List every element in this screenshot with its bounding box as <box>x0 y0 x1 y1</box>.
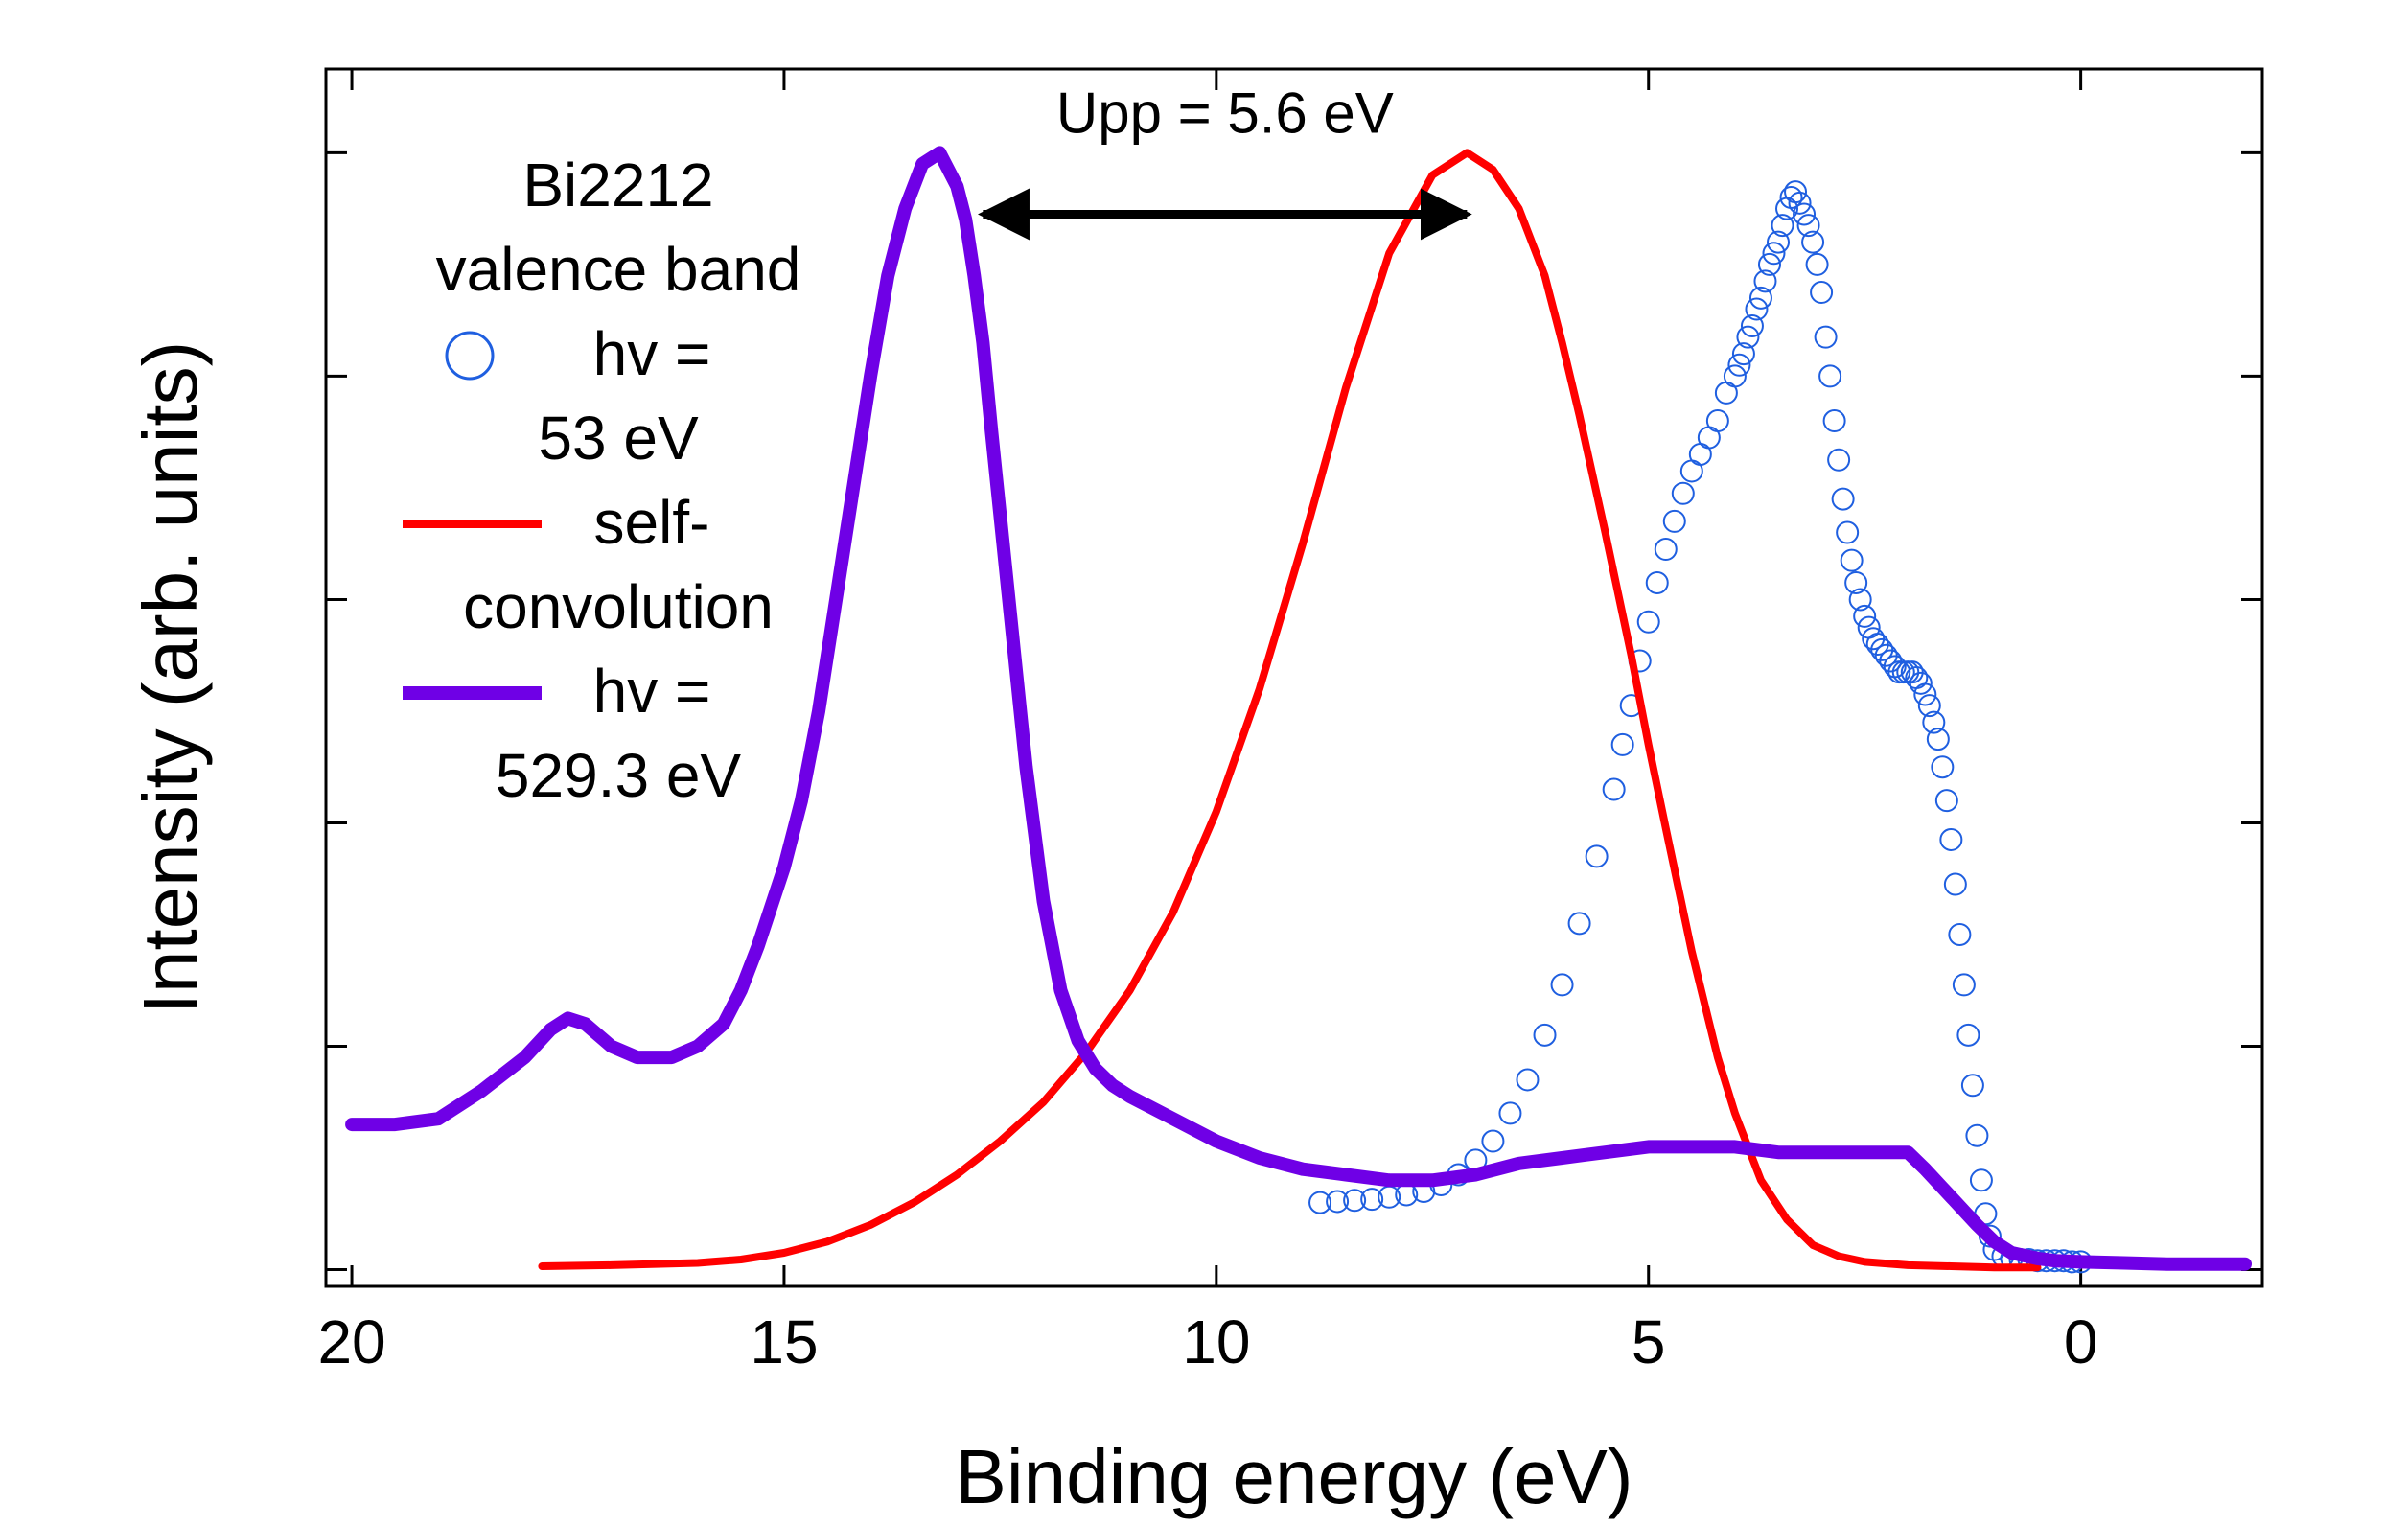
legend-header-line-0: Bi2212 <box>522 150 713 220</box>
data-point <box>1645 570 1669 594</box>
data-point <box>1793 202 1817 226</box>
data-point <box>1688 442 1712 466</box>
data-point <box>1567 912 1591 936</box>
upp-label: Upp = 5.6 eV <box>1056 81 1394 145</box>
data-point <box>1714 381 1738 405</box>
data-point <box>1771 214 1794 238</box>
data-point <box>1796 214 1820 238</box>
data-point <box>1654 538 1678 562</box>
data-point <box>1952 973 1976 997</box>
data-point <box>1814 325 1838 349</box>
legend-marker-0 <box>445 331 495 381</box>
data-point <box>1360 1188 1384 1212</box>
data-point <box>1857 615 1881 639</box>
legend-entry-0-line-1: 53 eV <box>538 404 699 473</box>
series-markers-0 <box>1308 180 2093 1274</box>
data-point <box>1498 1101 1522 1125</box>
legend-group: Bi2212 valence band hv = 53 eV self-convolut… <box>403 150 800 810</box>
data-point <box>1956 1023 1980 1047</box>
data-point <box>1909 671 1933 695</box>
data-point <box>1926 728 1950 751</box>
x-axis-label: Binding energy (eV) <box>955 1434 1632 1519</box>
series-line-2 <box>345 146 2252 1271</box>
data-point <box>1960 1074 1984 1098</box>
data-point <box>1788 191 1812 215</box>
data-point <box>1836 520 1860 544</box>
data-point <box>1736 325 1760 349</box>
legend-entry-0-line-0: hv = <box>593 319 711 388</box>
x-tick-label-5: 5 <box>1632 1307 1666 1376</box>
data-point <box>1939 827 1963 851</box>
data-point <box>1948 922 1972 946</box>
data-point <box>1931 755 1955 779</box>
data-point <box>1801 230 1825 254</box>
x-tick-label-20: 20 <box>317 1307 385 1376</box>
data-point <box>1943 872 1967 896</box>
annotation-group: Upp = 5.6 eV <box>977 81 1472 241</box>
data-point <box>1844 570 1868 594</box>
x-tick-label-10: 10 <box>1182 1307 1250 1376</box>
data-point <box>1745 297 1769 321</box>
data-point <box>1831 487 1855 511</box>
data-point <box>1818 364 1842 388</box>
data-point <box>1550 973 1574 997</box>
data-point <box>1679 459 1703 483</box>
data-point <box>1917 694 1941 718</box>
data-point <box>1326 1190 1350 1214</box>
data-point <box>1853 604 1877 628</box>
data-point <box>1827 448 1851 472</box>
data-point <box>1965 1123 1989 1147</box>
x-tick-label-0: 0 <box>2064 1307 2098 1376</box>
data-point <box>1610 732 1634 756</box>
legend-entry-2-line-0: hv = <box>593 657 711 726</box>
data-point <box>1705 409 1729 433</box>
data-point <box>1308 1191 1332 1214</box>
legend-header-line-1: valence band <box>436 235 801 304</box>
data-point <box>1740 313 1764 337</box>
series-line-1 <box>538 149 2042 1272</box>
data-point <box>1533 1023 1557 1047</box>
data-point <box>1731 342 1755 366</box>
y-axis-label: Intensity (arb. units) <box>127 341 213 1015</box>
data-point <box>1913 682 1937 706</box>
data-point <box>1848 588 1872 612</box>
data-point <box>1922 710 1946 734</box>
data-point <box>1481 1129 1505 1153</box>
x-tick-label-15: 15 <box>750 1307 818 1376</box>
data-point <box>1516 1068 1540 1092</box>
data-point <box>1671 481 1695 505</box>
data-point <box>1934 789 1958 813</box>
data-point <box>1767 230 1790 254</box>
series-group <box>345 146 2252 1274</box>
legend-entry-1-line-1: convolution <box>463 572 774 641</box>
data-point <box>1822 409 1846 433</box>
legend-entry-2-line-1: 529.3 eV <box>496 741 742 810</box>
data-point <box>1727 353 1751 377</box>
plot-frame <box>324 67 2264 1288</box>
data-point <box>1840 548 1864 572</box>
data-point <box>1636 610 1660 634</box>
data-point <box>1969 1168 1993 1192</box>
data-point <box>1753 269 1777 293</box>
data-point <box>1697 426 1721 450</box>
data-point <box>1662 509 1686 533</box>
data-point <box>1602 777 1626 801</box>
data-point <box>1805 252 1829 276</box>
data-point <box>1585 844 1609 868</box>
plot-frame-group: 20 15 10 5 0 <box>317 67 2264 1376</box>
legend-entry-1-line-0: self- <box>594 488 710 557</box>
data-point <box>1723 364 1747 388</box>
data-point <box>1343 1189 1367 1213</box>
data-point <box>1757 252 1781 276</box>
data-point <box>1748 286 1772 310</box>
data-point <box>1762 242 1786 266</box>
data-point <box>1810 281 1834 305</box>
data-point <box>1784 180 1808 204</box>
